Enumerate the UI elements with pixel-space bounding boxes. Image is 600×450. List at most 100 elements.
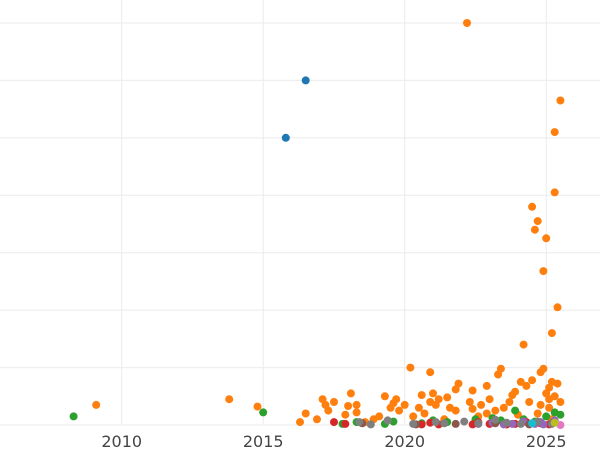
- data-point-s1-18[interactable]: [380, 392, 389, 401]
- data-point-s1-37[interactable]: [451, 406, 460, 415]
- data-point-s1-3[interactable]: [296, 418, 304, 427]
- data-point-s1-46[interactable]: [482, 381, 491, 390]
- data-point-s1-83[interactable]: [556, 96, 565, 105]
- data-point-s1-13[interactable]: [352, 400, 361, 409]
- data-point-s1-30[interactable]: [426, 368, 435, 377]
- data-point-s2-12[interactable]: [511, 406, 520, 415]
- data-point-s1-53[interactable]: [505, 398, 514, 406]
- data-point-s3-1[interactable]: [341, 419, 350, 428]
- data-point-s1-8[interactable]: [324, 406, 333, 415]
- data-point-s1-78[interactable]: [550, 188, 559, 197]
- data-point-s1-58[interactable]: [519, 340, 528, 349]
- x-tick-label-0: 2010: [101, 432, 142, 450]
- data-point-s7-6[interactable]: [460, 417, 469, 426]
- data-point-s1-2[interactable]: [253, 402, 262, 411]
- data-point-s1-28[interactable]: [420, 409, 429, 418]
- data-point-s3-2[interactable]: [417, 420, 426, 429]
- data-point-s9-0[interactable]: [528, 419, 537, 428]
- data-point-s7-9[interactable]: [502, 418, 511, 427]
- data-point-s7-5[interactable]: [440, 419, 449, 428]
- data-point-s7-4[interactable]: [431, 418, 440, 427]
- data-point-s1-55[interactable]: [511, 387, 520, 396]
- data-point-s1-40[interactable]: [463, 19, 471, 27]
- data-point-s2-15[interactable]: [542, 412, 551, 421]
- data-point-s7-3[interactable]: [409, 419, 418, 428]
- data-point-s1-74[interactable]: [545, 403, 554, 412]
- series-1: [92, 19, 565, 427]
- data-point-s1-22[interactable]: [395, 406, 404, 415]
- x-tick-label-3: 2025: [526, 432, 567, 450]
- data-point-s1-41[interactable]: [465, 398, 474, 406]
- data-point-s8-0[interactable]: [550, 418, 559, 427]
- data-point-s1-31[interactable]: [429, 389, 437, 398]
- data-point-s1-0[interactable]: [92, 400, 101, 409]
- data-point-s1-11[interactable]: [344, 402, 353, 410]
- data-point-s7-10[interactable]: [516, 419, 525, 428]
- data-point-s1-25[interactable]: [409, 412, 418, 421]
- data-point-s1-43[interactable]: [468, 386, 477, 395]
- x-tick-label-1: 2015: [243, 432, 284, 450]
- data-point-s1-63[interactable]: [530, 225, 539, 234]
- data-point-s1-24[interactable]: [406, 363, 415, 372]
- data-point-s7-0[interactable]: [355, 418, 364, 427]
- data-point-s1-60[interactable]: [525, 398, 534, 406]
- data-point-s1-27[interactable]: [417, 391, 426, 400]
- data-point-s1-80[interactable]: [550, 392, 559, 401]
- data-point-s1-23[interactable]: [400, 400, 409, 409]
- data-points: [69, 19, 565, 429]
- data-point-s1-51[interactable]: [496, 364, 505, 373]
- data-point-s2-1[interactable]: [259, 408, 268, 417]
- data-point-s1-26[interactable]: [414, 403, 423, 412]
- data-point-s1-21[interactable]: [392, 395, 401, 404]
- data-point-s1-42[interactable]: [468, 404, 477, 413]
- data-point-s1-49[interactable]: [491, 406, 500, 415]
- data-point-s1-10[interactable]: [341, 410, 350, 419]
- data-point-s7-2[interactable]: [383, 416, 392, 425]
- data-point-s1-12[interactable]: [346, 389, 355, 398]
- data-point-s1-81[interactable]: [553, 303, 562, 312]
- data-point-s7-1[interactable]: [366, 420, 375, 429]
- data-point-s1-61[interactable]: [528, 376, 537, 385]
- data-point-s1-67[interactable]: [536, 400, 545, 409]
- x-tick-label-2: 2020: [384, 432, 425, 450]
- data-point-s7-8[interactable]: [491, 415, 500, 424]
- data-point-s1-35[interactable]: [443, 393, 452, 402]
- data-point-s1-4[interactable]: [301, 409, 310, 418]
- data-point-s1-79[interactable]: [550, 128, 559, 137]
- data-point-s1-39[interactable]: [454, 379, 463, 388]
- data-point-s1-75[interactable]: [547, 329, 556, 338]
- series-9: [528, 419, 537, 428]
- data-point-s0-0[interactable]: [281, 133, 290, 142]
- data-point-s0-1[interactable]: [301, 76, 310, 85]
- data-point-s1-45[interactable]: [477, 400, 486, 409]
- data-point-s1-47[interactable]: [482, 409, 491, 418]
- data-point-s1-5[interactable]: [313, 415, 321, 424]
- x-axis-ticks: 2010 2015 2020 2025: [101, 432, 566, 450]
- data-point-s5-2[interactable]: [451, 419, 460, 428]
- data-point-s1-84[interactable]: [556, 398, 565, 406]
- data-point-s1-64[interactable]: [533, 217, 542, 226]
- data-point-s1-17[interactable]: [375, 412, 384, 421]
- data-point-s1-9[interactable]: [330, 398, 338, 406]
- data-point-s1-82[interactable]: [553, 379, 562, 388]
- data-point-s1-70[interactable]: [542, 234, 551, 243]
- data-point-s1-69[interactable]: [539, 364, 548, 373]
- data-point-s1-1[interactable]: [225, 395, 234, 404]
- data-point-s2-17[interactable]: [556, 410, 565, 419]
- data-point-s1-59[interactable]: [522, 381, 531, 390]
- data-point-s2-0[interactable]: [69, 412, 78, 421]
- data-point-s1-14[interactable]: [352, 408, 361, 417]
- series-7: [355, 415, 556, 429]
- data-point-s1-48[interactable]: [485, 395, 494, 404]
- data-point-s1-68[interactable]: [539, 267, 548, 276]
- data-point-s1-62[interactable]: [528, 202, 537, 211]
- data-point-s1-52[interactable]: [499, 403, 508, 412]
- data-point-s1-33[interactable]: [434, 395, 443, 404]
- data-point-s3-0[interactable]: [330, 418, 338, 427]
- data-point-s1-57[interactable]: [516, 377, 525, 386]
- series-8: [550, 418, 559, 427]
- data-point-s7-7[interactable]: [474, 419, 483, 428]
- data-point-s1-65[interactable]: [533, 409, 542, 418]
